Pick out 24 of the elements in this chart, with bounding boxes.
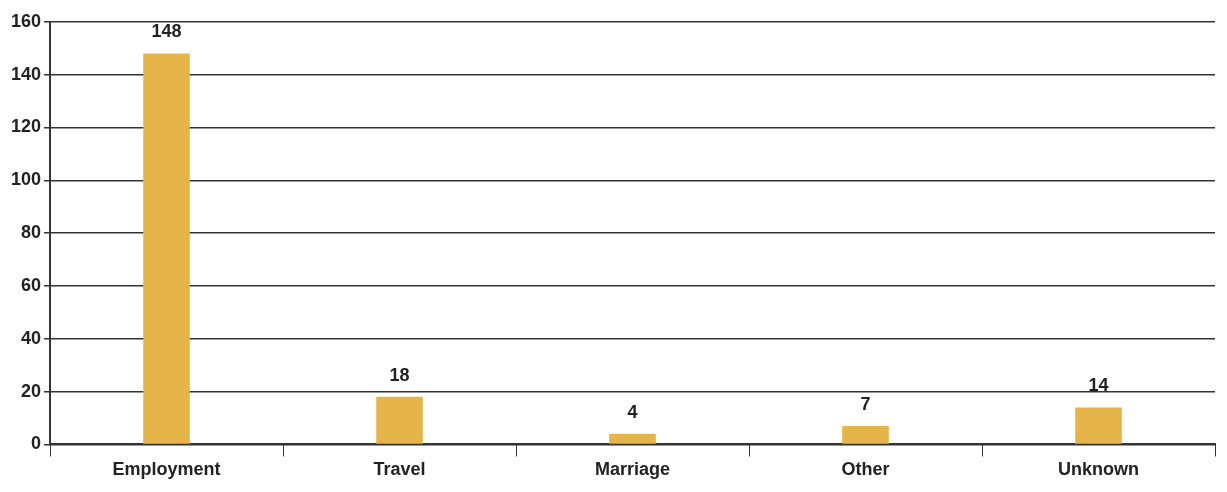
x-tick-label: Unknown: [1058, 459, 1139, 480]
y-tick-label: 40: [21, 327, 42, 348]
data-label: 18: [389, 364, 410, 385]
y-tick-label: 100: [10, 169, 42, 190]
x-tick-label: Marriage: [594, 459, 671, 480]
data-label: 7: [860, 393, 871, 414]
data-label: 4: [627, 401, 638, 422]
y-tick-label: 0: [31, 433, 42, 454]
bar: [609, 433, 656, 444]
y-tick-label: 160: [10, 10, 42, 31]
y-tick-label: 120: [10, 116, 42, 137]
bar: [143, 53, 190, 444]
bar: [1075, 407, 1122, 444]
y-tick-label: 80: [21, 222, 42, 243]
data-label: 148: [151, 21, 182, 42]
y-tick-label: 20: [21, 380, 42, 401]
y-tick-label: 60: [21, 274, 42, 295]
data-label: 14: [1088, 375, 1109, 396]
bar: [842, 425, 889, 444]
x-tick-label: Employment: [112, 459, 221, 480]
y-tick-label: 140: [10, 63, 42, 84]
x-tick-label: Other: [841, 459, 890, 480]
bar: [376, 396, 423, 444]
x-tick-label: Travel: [373, 459, 426, 480]
